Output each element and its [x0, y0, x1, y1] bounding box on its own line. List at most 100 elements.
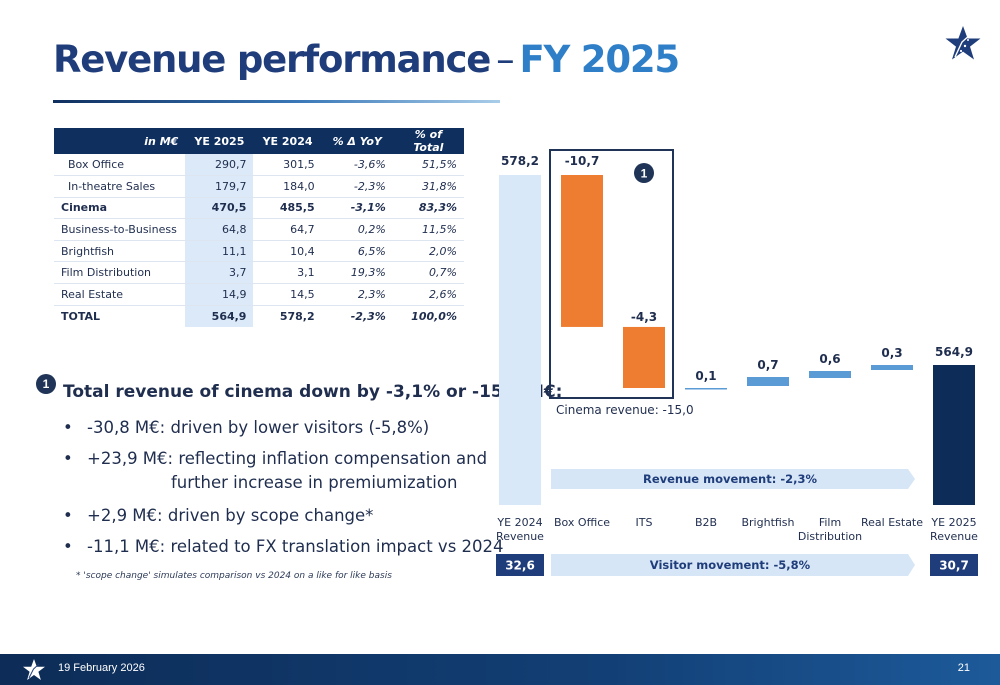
revenue-movement-arrow	[551, 469, 915, 489]
bullet-dot: •	[63, 537, 73, 556]
cell-ye2024: 10,4	[253, 240, 322, 263]
table-row: Cinema 470,5 485,5 -3,1% 83,3%	[54, 197, 464, 220]
visitors-2024-value: 32,6	[505, 559, 535, 573]
highlight-badge-number: 1	[641, 167, 648, 181]
commentary-title: Total revenue of cinema down by -3,1% or…	[63, 382, 563, 402]
cell-yoy: 0,2%	[321, 218, 393, 241]
cell-yoy: 19,3%	[321, 261, 393, 285]
cell-ye2025: 290,7	[185, 154, 254, 177]
visitors-2024-box	[496, 554, 544, 576]
logo-star-icon	[945, 26, 981, 60]
table-row: In-theatre Sales 179,7 184,0 -2,3% 31,8%	[54, 175, 464, 198]
table-row: Box Office 290,7 301,5 -3,6% 51,5%	[54, 154, 464, 177]
note-badge: 1	[36, 374, 56, 394]
row-label: Cinema	[54, 197, 186, 220]
category-label: Real Estate	[861, 516, 923, 529]
cell-ye2025: 64,8	[185, 218, 254, 241]
row-label: Film Distribution	[54, 261, 186, 285]
cell-ye2025: 470,5	[185, 197, 254, 220]
cell-ye2024: 578,2	[253, 304, 322, 327]
table-header-ye2025: YE 2025	[185, 128, 254, 154]
table-header-ye2024: YE 2024	[253, 128, 322, 154]
footer-bar	[0, 654, 1000, 685]
cell-yoy: 6,5%	[321, 240, 393, 263]
page-title-text: Revenue performance	[53, 38, 491, 81]
bar-box-office	[561, 175, 603, 327]
row-label: Real Estate	[54, 283, 186, 306]
bullet-text: -11,1 M€: related to FX translation impa…	[87, 537, 504, 556]
table-row: TOTAL 564,9 578,2 -2,3% 100,0%	[54, 304, 464, 327]
cinema-highlight-box	[549, 149, 674, 399]
cell-ye2025: 11,1	[185, 240, 254, 263]
bullet-dot: •	[63, 418, 73, 437]
category-label: Revenue	[930, 530, 978, 543]
cell-yoy: -3,6%	[321, 154, 393, 177]
footnote: * 'scope change' simulates comparison vs…	[76, 571, 392, 581]
category-label: Film	[819, 516, 841, 529]
table-header-row: in M€ YE 2025 YE 2024 % Δ YoY % of Total	[54, 128, 464, 154]
cell-pct-total: 11,5%	[392, 218, 464, 241]
cell-yoy: -2,3%	[321, 175, 393, 198]
row-label: Brightfish	[54, 240, 186, 263]
visitor-movement-label: Visitor movement: -5,8%	[650, 558, 811, 572]
cell-ye2024: 64,7	[253, 218, 322, 241]
bullet-dot: •	[63, 449, 73, 468]
category-label: B2B	[695, 516, 717, 529]
bullet-dot: •	[63, 506, 73, 525]
value-label: 0,7	[757, 358, 778, 372]
value-label: -10,7	[565, 154, 600, 168]
cell-ye2024: 14,5	[253, 283, 322, 306]
visitor-movement-arrow	[551, 554, 915, 576]
cell-pct-total: 2,6%	[392, 283, 464, 306]
row-label: Business-to-Business	[54, 218, 186, 241]
bar-b2b	[685, 388, 727, 390]
value-label: 564,9	[935, 345, 973, 359]
title-underline	[53, 100, 500, 103]
bar-brightfish	[747, 377, 789, 386]
row-label: TOTAL	[54, 304, 186, 327]
category-label: Brightfish	[741, 516, 794, 529]
cell-ye2024: 3,1	[253, 261, 322, 285]
bullet-text: +23,9 M€: reflecting inflation compensat…	[87, 449, 488, 468]
cell-yoy: 2,3%	[321, 283, 393, 306]
highlight-badge	[634, 163, 654, 183]
bullet-item: • +2,9 M€: driven by scope change*	[63, 506, 373, 525]
title-dash: –	[496, 38, 515, 81]
bullet-text: -30,8 M€: driven by lower visitors (-5,8…	[87, 418, 430, 437]
cell-pct-total: 0,7%	[392, 261, 464, 285]
revenue-movement-label: Revenue movement: -2,3%	[643, 472, 818, 486]
value-label: 0,3	[881, 346, 902, 360]
cell-ye2024: 485,5	[253, 197, 322, 220]
cell-ye2025: 564,9	[185, 304, 254, 327]
cell-pct-total: 2,0%	[392, 240, 464, 263]
category-label: Distribution	[798, 530, 862, 543]
category-label: YE 2024	[496, 516, 542, 529]
footer-star-icon	[23, 659, 45, 680]
cell-ye2025: 14,9	[185, 283, 254, 306]
bullet-continuation: further increase in premiumization	[171, 473, 458, 492]
bullet-item: • -30,8 M€: driven by lower visitors (-5,…	[63, 418, 429, 437]
bullet-item: • +23,9 M€: reflecting inflation compensa…	[63, 449, 487, 468]
table-row: Business-to-Business 64,8 64,7 0,2% 11,5%	[54, 218, 464, 241]
revenue-table: in M€ YE 2025 YE 2024 % Δ YoY % of Total…	[54, 128, 464, 327]
bar-film-distribution	[809, 371, 851, 378]
value-label: 0,1	[695, 369, 716, 383]
table-header-yoy: % Δ YoY	[321, 128, 393, 154]
table-row: Real Estate 14,9 14,5 2,3% 2,6%	[54, 283, 464, 306]
cell-ye2025: 179,7	[185, 175, 254, 198]
category-label: Revenue	[496, 530, 544, 543]
cell-pct-total: 100,0%	[392, 304, 464, 327]
category-label: ITS	[636, 516, 653, 529]
footer-date: 19 February 2026	[58, 662, 145, 674]
cell-ye2024: 184,0	[253, 175, 322, 198]
bar-its	[623, 326, 665, 388]
value-label: 578,2	[501, 154, 539, 168]
row-label: Box Office	[54, 154, 186, 177]
page-number: 21	[957, 662, 970, 674]
page-title: Revenue performance – FY 2025	[53, 38, 680, 81]
cell-pct-total: 31,8%	[392, 175, 464, 198]
cell-ye2024: 301,5	[253, 154, 322, 177]
bullet-text: +2,9 M€: driven by scope change*	[87, 506, 374, 525]
bar-real-estate	[871, 365, 913, 370]
